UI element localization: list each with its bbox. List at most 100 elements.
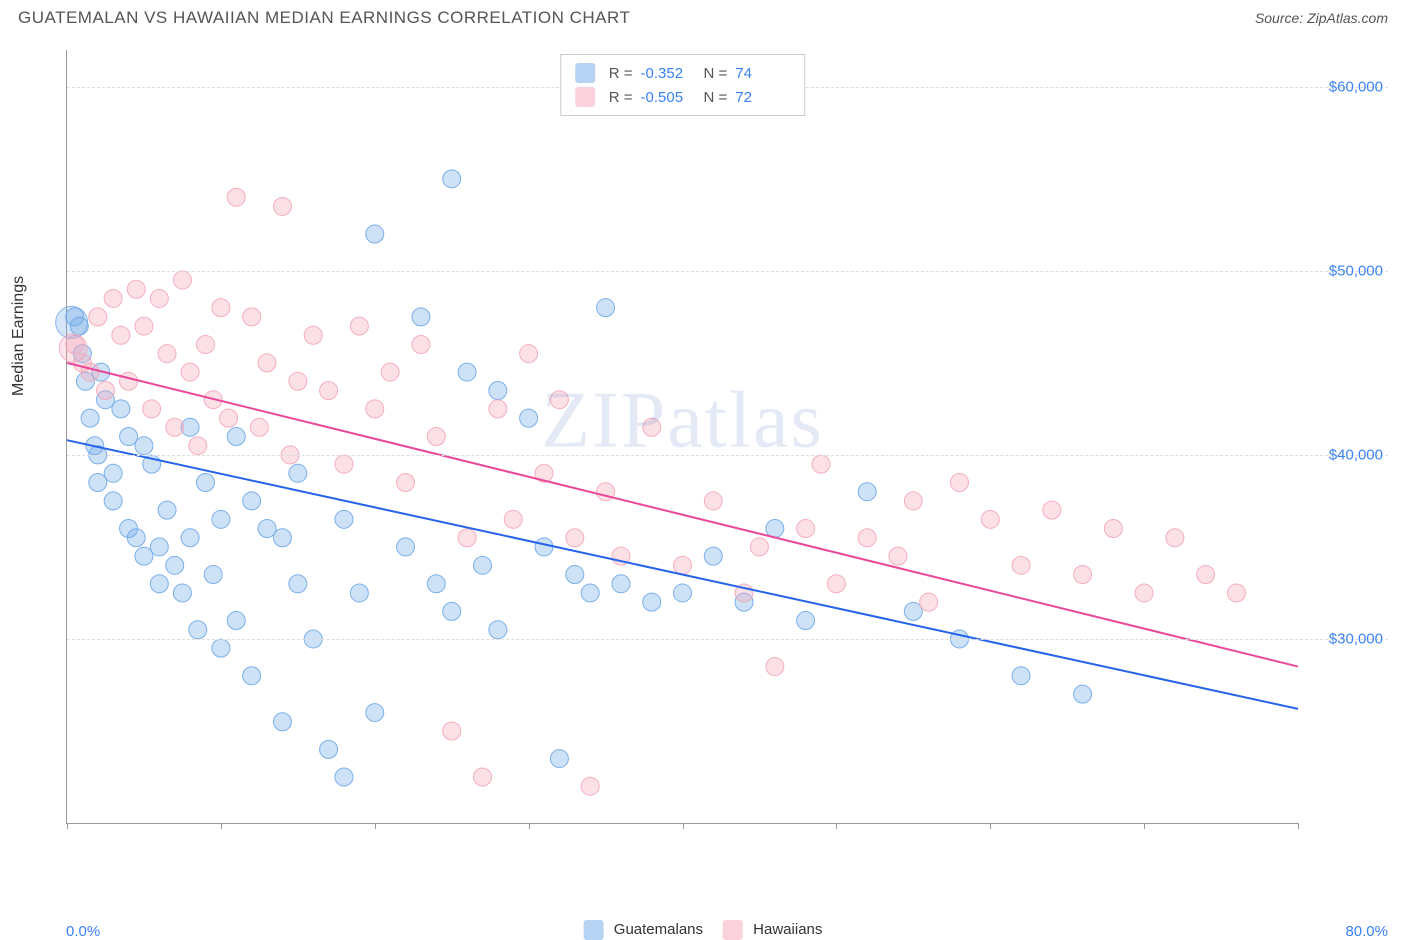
correlation-legend: R = -0.352 N = 74 R = -0.505 N = 72 [560,54,806,116]
data-point [150,575,168,593]
trend-line [67,363,1298,667]
data-point [335,455,353,473]
data-point [443,602,461,620]
data-point [212,510,230,528]
legend-row-guatemalans: R = -0.352 N = 74 [575,61,791,85]
data-point [520,345,538,363]
data-point [227,188,245,206]
n-label: N = [704,65,728,82]
y-tick-label: $60,000 [1329,78,1383,95]
swatch-guatemalans [584,920,604,940]
data-point [904,492,922,510]
data-point [104,289,122,307]
data-point [273,197,291,215]
data-point [243,667,261,685]
data-point [143,400,161,418]
data-point [443,170,461,188]
data-point [104,464,122,482]
data-point [220,409,238,427]
data-point [397,474,415,492]
data-point [427,575,445,593]
r-label: R = [609,65,633,82]
chart-container: Median Earnings ZIPatlas R = -0.352 N = … [18,40,1388,872]
data-point [212,639,230,657]
data-point [320,381,338,399]
data-point [120,428,138,446]
data-point [81,363,99,381]
data-point [473,768,491,786]
data-point [227,612,245,630]
data-point [1104,520,1122,538]
data-point [304,326,322,344]
data-point [550,750,568,768]
data-point [1074,566,1092,584]
data-point [135,317,153,335]
data-point [250,418,268,436]
data-point [320,740,338,758]
r-value-hawaiians: -0.505 [641,89,696,106]
data-point [704,492,722,510]
x-min-label: 0.0% [66,923,100,940]
swatch-hawaiians [723,920,743,940]
data-point [766,658,784,676]
legend-item-guatemalans: Guatemalans [584,920,703,940]
data-point [1166,529,1184,547]
data-point [289,575,307,593]
data-point [1012,667,1030,685]
y-tick-label: $30,000 [1329,630,1383,647]
data-point [427,428,445,446]
data-point [335,768,353,786]
plot-area: ZIPatlas R = -0.352 N = 74 R = -0.505 N … [66,50,1298,824]
data-point [166,418,184,436]
data-point [350,317,368,335]
data-point [112,326,130,344]
data-point [704,547,722,565]
data-point [812,455,830,473]
data-point-large [56,306,88,338]
y-tick-label: $50,000 [1329,262,1383,279]
data-point [612,575,630,593]
n-label: N = [704,89,728,106]
data-point [381,363,399,381]
scatter-svg [67,50,1298,823]
n-value-hawaiians: 72 [735,89,790,106]
data-point [889,547,907,565]
data-point [489,621,507,639]
data-point [858,483,876,501]
data-point [458,529,476,547]
data-point [81,409,99,427]
data-point [112,400,130,418]
data-point [150,289,168,307]
gridline [67,639,1388,640]
data-point [858,529,876,547]
data-point [504,510,522,528]
data-point [920,593,938,611]
gridline [67,455,1388,456]
data-point [766,520,784,538]
data-point [520,409,538,427]
source-label: Source: ZipAtlas.com [1255,10,1388,26]
data-point [273,529,291,547]
x-tick [683,823,684,829]
data-point [127,529,145,547]
data-point [489,381,507,399]
data-point [89,474,107,492]
data-point [135,547,153,565]
swatch-guatemalans [575,63,595,83]
x-tick [221,823,222,829]
data-point [397,538,415,556]
gridline [67,271,1388,272]
data-point [189,621,207,639]
data-point [797,612,815,630]
data-point [581,777,599,795]
data-point [412,308,430,326]
data-point [173,584,191,602]
data-point [289,372,307,390]
data-point [1012,556,1030,574]
data-point [458,363,476,381]
x-tick [1298,823,1299,829]
data-point [243,308,261,326]
data-point [950,474,968,492]
data-point [674,556,692,574]
x-tick [529,823,530,829]
